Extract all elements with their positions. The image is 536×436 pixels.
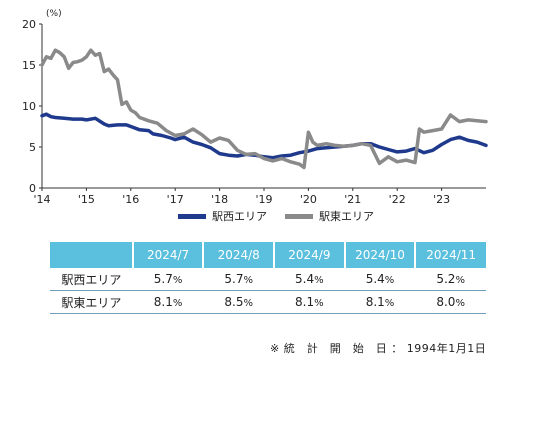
chart-legend: 駅西エリア 駅東エリア xyxy=(178,208,374,224)
table-corner-cell xyxy=(50,242,134,268)
table-header-cell: 2024/9 xyxy=(274,242,346,268)
x-tick-label: '19 xyxy=(255,193,272,206)
table-cell: 8.0% xyxy=(415,290,486,314)
legend-swatch-east xyxy=(285,213,313,219)
table-cell: 8.1% xyxy=(274,290,345,314)
y-tick-label: 10 xyxy=(22,100,36,113)
y-tick-label: 0 xyxy=(29,182,36,195)
y-tick-label: 15 xyxy=(22,59,36,72)
legend-item-east: 駅東エリア xyxy=(285,208,374,224)
table-cell: 8.1% xyxy=(344,290,416,314)
table-header-row: 2024/7 2024/8 2024/9 2024/10 2024/11 xyxy=(50,242,486,268)
table-cell: 5.7% xyxy=(203,268,275,291)
legend-label-west: 駅西エリア xyxy=(212,210,267,223)
row-label-east: 駅東エリア xyxy=(50,290,133,314)
table-row: 駅西エリア 5.7% 5.7% 5.4% 5.4% 5.2% xyxy=(50,268,486,291)
x-tick-label: '23 xyxy=(433,193,450,206)
vacancy-rate-chart: (%) 0 5 10 15 20 '14 '15 '16 '17 '18 '19 '20 '21 '22 '2… xyxy=(22,9,488,206)
table-cell: 5.2% xyxy=(415,268,486,291)
table-cell: 5.4% xyxy=(274,268,345,291)
table-cell: 5.4% xyxy=(344,268,416,291)
y-tick-label: 5 xyxy=(29,141,36,154)
x-tick-label: '15 xyxy=(78,193,95,206)
y-unit-label: (%) xyxy=(46,9,62,19)
table-header-cell: 2024/8 xyxy=(203,242,276,268)
legend-item-west: 駅西エリア xyxy=(178,208,267,224)
x-tick-label: '20 xyxy=(300,193,317,206)
legend-label-east: 駅東エリア xyxy=(319,210,374,223)
x-tick-label: '22 xyxy=(389,193,406,206)
x-tick-label: '14 xyxy=(33,193,50,206)
series-line-east xyxy=(40,48,488,170)
footnote: ※ 統 計 開 始 日 ： 1994年1月1日 xyxy=(270,342,487,355)
table-cell: 5.7% xyxy=(132,268,204,291)
table-header-cell: 2024/11 xyxy=(415,242,486,268)
table-header-cell: 2024/10 xyxy=(344,242,417,268)
x-tick-label: '21 xyxy=(344,193,361,206)
table-cell: 8.5% xyxy=(203,290,275,314)
table-cell: 8.1% xyxy=(132,290,204,314)
x-tick-label: '18 xyxy=(211,193,228,206)
x-tick-label: '16 xyxy=(122,193,139,206)
legend-swatch-west xyxy=(178,213,206,219)
table-header-cell: 2024/7 xyxy=(132,242,205,268)
rate-table: 2024/7 2024/8 2024/9 2024/10 2024/11 駅西エ… xyxy=(50,242,486,314)
row-label-west: 駅西エリア xyxy=(50,268,133,291)
table-row: 駅東エリア 8.1% 8.5% 8.1% 8.1% 8.0% xyxy=(50,290,486,314)
y-tick-label: 20 xyxy=(22,18,36,31)
x-tick-label: '17 xyxy=(167,193,184,206)
